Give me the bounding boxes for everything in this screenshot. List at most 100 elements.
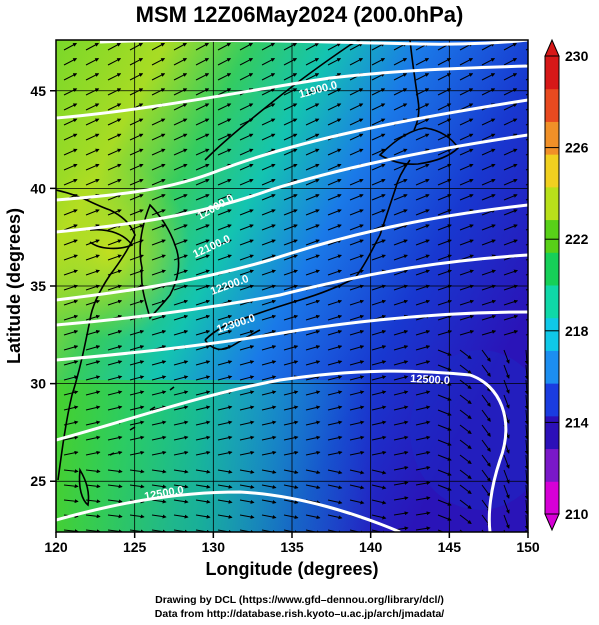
geopotential-contours	[56, 40, 528, 532]
wind-arrow	[503, 329, 519, 336]
wind-arrow	[63, 148, 78, 156]
wind-arrow	[524, 349, 528, 365]
wind-arrow	[195, 42, 210, 51]
wind-arrow	[459, 484, 472, 495]
x-tick-label: 125	[123, 539, 147, 555]
wind-arrow	[151, 269, 166, 276]
wind-arrow	[415, 239, 430, 246]
wind-arrow	[283, 435, 299, 441]
wind-arrow	[305, 88, 320, 96]
wind-arrow	[503, 88, 518, 96]
wind-arrow	[261, 88, 276, 96]
wind-arrow	[349, 450, 365, 456]
wind-arrow	[195, 73, 210, 81]
wind-arrow	[371, 360, 387, 366]
wind-arrow	[239, 329, 255, 336]
wind-arrow	[195, 499, 211, 504]
wind-arrow	[327, 469, 343, 475]
wind-arrow	[107, 390, 123, 396]
wind-arrow	[481, 239, 496, 246]
wind-arrow	[173, 299, 189, 306]
y-tick-label: 25	[30, 473, 46, 489]
wind-arrow	[261, 284, 277, 291]
wind-arrow	[481, 299, 497, 306]
wind-arrow	[129, 514, 145, 519]
wind-arrow	[437, 514, 452, 521]
wind-arrow	[217, 148, 232, 156]
wind-arrow	[305, 178, 320, 186]
wind-arrow	[129, 375, 145, 381]
wind-arrow	[261, 269, 276, 276]
wind-arrow	[217, 88, 232, 96]
wind-arrow	[481, 349, 491, 362]
wind-arrow	[239, 254, 254, 261]
wind-arrow	[459, 364, 472, 375]
wind-arrow	[217, 118, 232, 126]
wind-arrow	[261, 514, 277, 519]
wind-arrow	[195, 103, 210, 111]
wind-arrow	[63, 178, 78, 186]
wind-arrow	[217, 42, 232, 51]
wind-arrow	[437, 529, 445, 532]
wind-arrow	[129, 73, 144, 81]
wind-arrow	[261, 405, 277, 411]
wind-arrow	[129, 484, 145, 489]
wind-arrow	[349, 284, 365, 291]
wind-arrow	[327, 329, 343, 336]
colorbar-segment	[545, 252, 559, 286]
wind-arrow	[481, 469, 491, 482]
wind-arrow	[415, 345, 431, 351]
wind-arrow	[437, 88, 452, 96]
wind-arrow	[371, 484, 387, 490]
wind-arrow	[107, 194, 122, 201]
wind-arrow	[503, 454, 510, 469]
y-tick-label: 35	[30, 278, 46, 294]
wind-arrow	[437, 163, 452, 171]
wind-arrow	[459, 379, 472, 390]
wind-arrow	[85, 269, 100, 276]
wind-arrow	[459, 349, 472, 360]
wind-arrow	[63, 88, 78, 96]
wind-arrow	[305, 345, 321, 351]
wind-arrow	[415, 511, 431, 516]
wind-arrow	[437, 194, 452, 201]
wind-arrow	[151, 375, 167, 381]
wind-arrow	[151, 299, 167, 306]
wind-arrow	[437, 499, 452, 506]
wind-arrow	[437, 439, 452, 446]
wind-arrow	[503, 224, 518, 231]
y-tick-label: 45	[30, 83, 46, 99]
wind-arrow	[261, 178, 276, 186]
wind-arrow	[129, 360, 145, 366]
wind-arrow	[195, 329, 211, 336]
wind-arrow	[217, 435, 233, 441]
wind-arrow	[239, 405, 255, 411]
wind-arrow	[349, 88, 364, 96]
wind-arrow	[503, 239, 518, 246]
wind-arrow	[524, 394, 528, 410]
wind-arrow	[151, 118, 166, 126]
colorbar-tick-label: 218	[565, 323, 589, 339]
wind-arrow	[393, 73, 408, 81]
wind-arrow	[107, 405, 123, 411]
x-tick-label: 145	[438, 539, 462, 555]
wind-arrow	[63, 499, 79, 504]
wind-arrow	[151, 499, 167, 504]
wind-arrow	[151, 254, 166, 261]
wind-arrow	[371, 163, 386, 171]
wind-arrow	[195, 314, 211, 321]
wind-arrow	[327, 163, 342, 171]
wind-arrow	[129, 178, 144, 186]
wind-arrow	[129, 405, 145, 411]
wind-arrow	[393, 58, 408, 66]
colorbar-tick-label: 214	[565, 414, 589, 430]
wind-arrow	[217, 375, 233, 381]
wind-arrow	[239, 148, 254, 156]
wind-arrow	[151, 405, 167, 411]
wind-arrow	[107, 360, 123, 366]
wind-arrow	[63, 224, 78, 231]
wind-arrow	[371, 375, 387, 381]
wind-arrow	[129, 194, 144, 201]
wind-arrow	[261, 450, 277, 456]
wind-arrow	[239, 514, 255, 519]
